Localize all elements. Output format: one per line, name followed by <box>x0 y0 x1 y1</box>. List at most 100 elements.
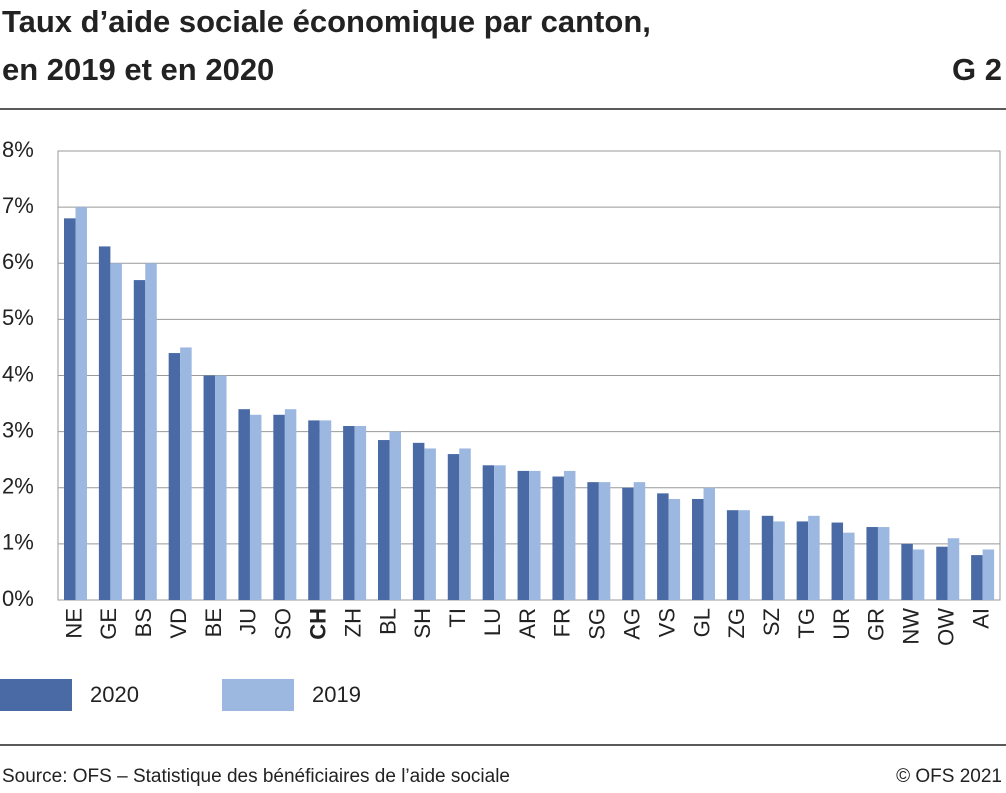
legend-swatch <box>0 679 72 711</box>
x-tick-label: LU <box>480 608 505 636</box>
bar <box>947 538 960 600</box>
bar <box>563 470 576 600</box>
x-tick-label: SZ <box>759 608 784 636</box>
bar <box>936 546 948 600</box>
chart-title: Taux d’aide sociale économique par canto… <box>2 4 651 39</box>
bar <box>773 521 785 600</box>
bar <box>587 482 599 600</box>
bar <box>552 476 564 600</box>
bar <box>378 440 390 600</box>
x-tick-label: AG <box>619 608 644 640</box>
y-tick-label: 7% <box>2 193 34 218</box>
bar <box>738 510 750 600</box>
bar <box>692 498 704 600</box>
bar <box>98 246 111 600</box>
x-tick-label: NW <box>899 608 924 645</box>
bar <box>901 543 913 600</box>
x-tick-label: BE <box>201 608 226 637</box>
y-tick-label: 4% <box>2 361 34 386</box>
bar <box>75 207 87 600</box>
y-tick-label: 8% <box>2 137 34 162</box>
y-tick-label: 3% <box>2 417 34 442</box>
x-tick-label: TI <box>445 608 470 628</box>
bar <box>319 420 332 600</box>
legend-swatch <box>222 679 294 711</box>
bar <box>808 515 820 600</box>
x-tick-label: BS <box>131 608 156 637</box>
bar <box>971 555 983 600</box>
x-tick-label: CH <box>305 608 330 640</box>
bar <box>354 426 367 600</box>
x-tick-label: NE <box>61 608 86 639</box>
bar <box>203 375 216 600</box>
bar <box>238 409 250 600</box>
bar <box>389 431 401 600</box>
bar <box>168 353 181 600</box>
bar <box>110 263 122 600</box>
chart-title: en 2019 et en 2020 <box>2 52 274 87</box>
x-tick-label: FR <box>550 608 575 637</box>
bar <box>529 470 541 600</box>
bar <box>273 414 285 600</box>
bar <box>249 414 262 600</box>
legend-label: 2019 <box>312 682 361 707</box>
bar <box>133 280 146 600</box>
bar <box>180 347 192 600</box>
bar <box>494 465 506 600</box>
bar <box>145 263 157 600</box>
bar <box>703 487 715 600</box>
x-tick-label: UR <box>829 608 854 640</box>
bar <box>657 493 669 600</box>
bar <box>877 527 890 600</box>
bar <box>982 549 995 600</box>
bar <box>64 218 76 600</box>
x-tick-label: GL <box>689 608 714 637</box>
bar <box>412 442 425 600</box>
bar <box>343 426 355 600</box>
bar <box>866 527 878 600</box>
bar <box>215 375 227 600</box>
bar <box>726 510 739 600</box>
bar <box>668 498 681 600</box>
legend-label: 2020 <box>90 682 139 707</box>
y-tick-label: 0% <box>2 586 34 611</box>
y-tick-label: 2% <box>2 474 34 499</box>
bar <box>843 532 855 600</box>
y-tick-label: 1% <box>2 530 34 555</box>
bar <box>447 454 460 600</box>
x-tick-label: AR <box>515 608 540 639</box>
y-tick-label: 5% <box>2 305 34 330</box>
bar <box>598 482 611 600</box>
bar <box>284 409 297 600</box>
x-tick-label: SG <box>585 608 610 640</box>
y-tick-label: 6% <box>2 249 34 274</box>
x-tick-label: JU <box>236 608 261 635</box>
bar <box>622 487 634 600</box>
bar <box>831 522 844 600</box>
x-tick-label: BL <box>375 608 400 635</box>
bar <box>761 515 774 600</box>
source: Source: OFS – Statistique des bénéficiai… <box>2 766 510 787</box>
x-tick-label: SO <box>271 608 296 640</box>
x-tick-label: AI <box>968 608 993 629</box>
x-tick-label: GE <box>96 608 121 640</box>
x-tick-label: GR <box>864 608 889 641</box>
x-tick-label: OW <box>933 608 958 646</box>
x-tick-label: ZG <box>724 608 749 639</box>
x-tick-label: TG <box>794 608 819 639</box>
x-tick-label: ZH <box>340 608 365 637</box>
chart-id: G 2 <box>952 52 1002 87</box>
bar <box>517 470 530 600</box>
x-tick-label: VD <box>166 608 191 639</box>
bar <box>308 420 320 600</box>
bar <box>912 549 925 600</box>
bar <box>482 465 495 600</box>
bar <box>633 482 646 600</box>
bar <box>796 521 809 600</box>
x-tick-label: VS <box>654 608 679 637</box>
bar <box>459 448 471 600</box>
copyright: © OFS 2021 <box>896 766 1002 787</box>
bar <box>424 448 436 600</box>
x-tick-label: SH <box>410 608 435 639</box>
